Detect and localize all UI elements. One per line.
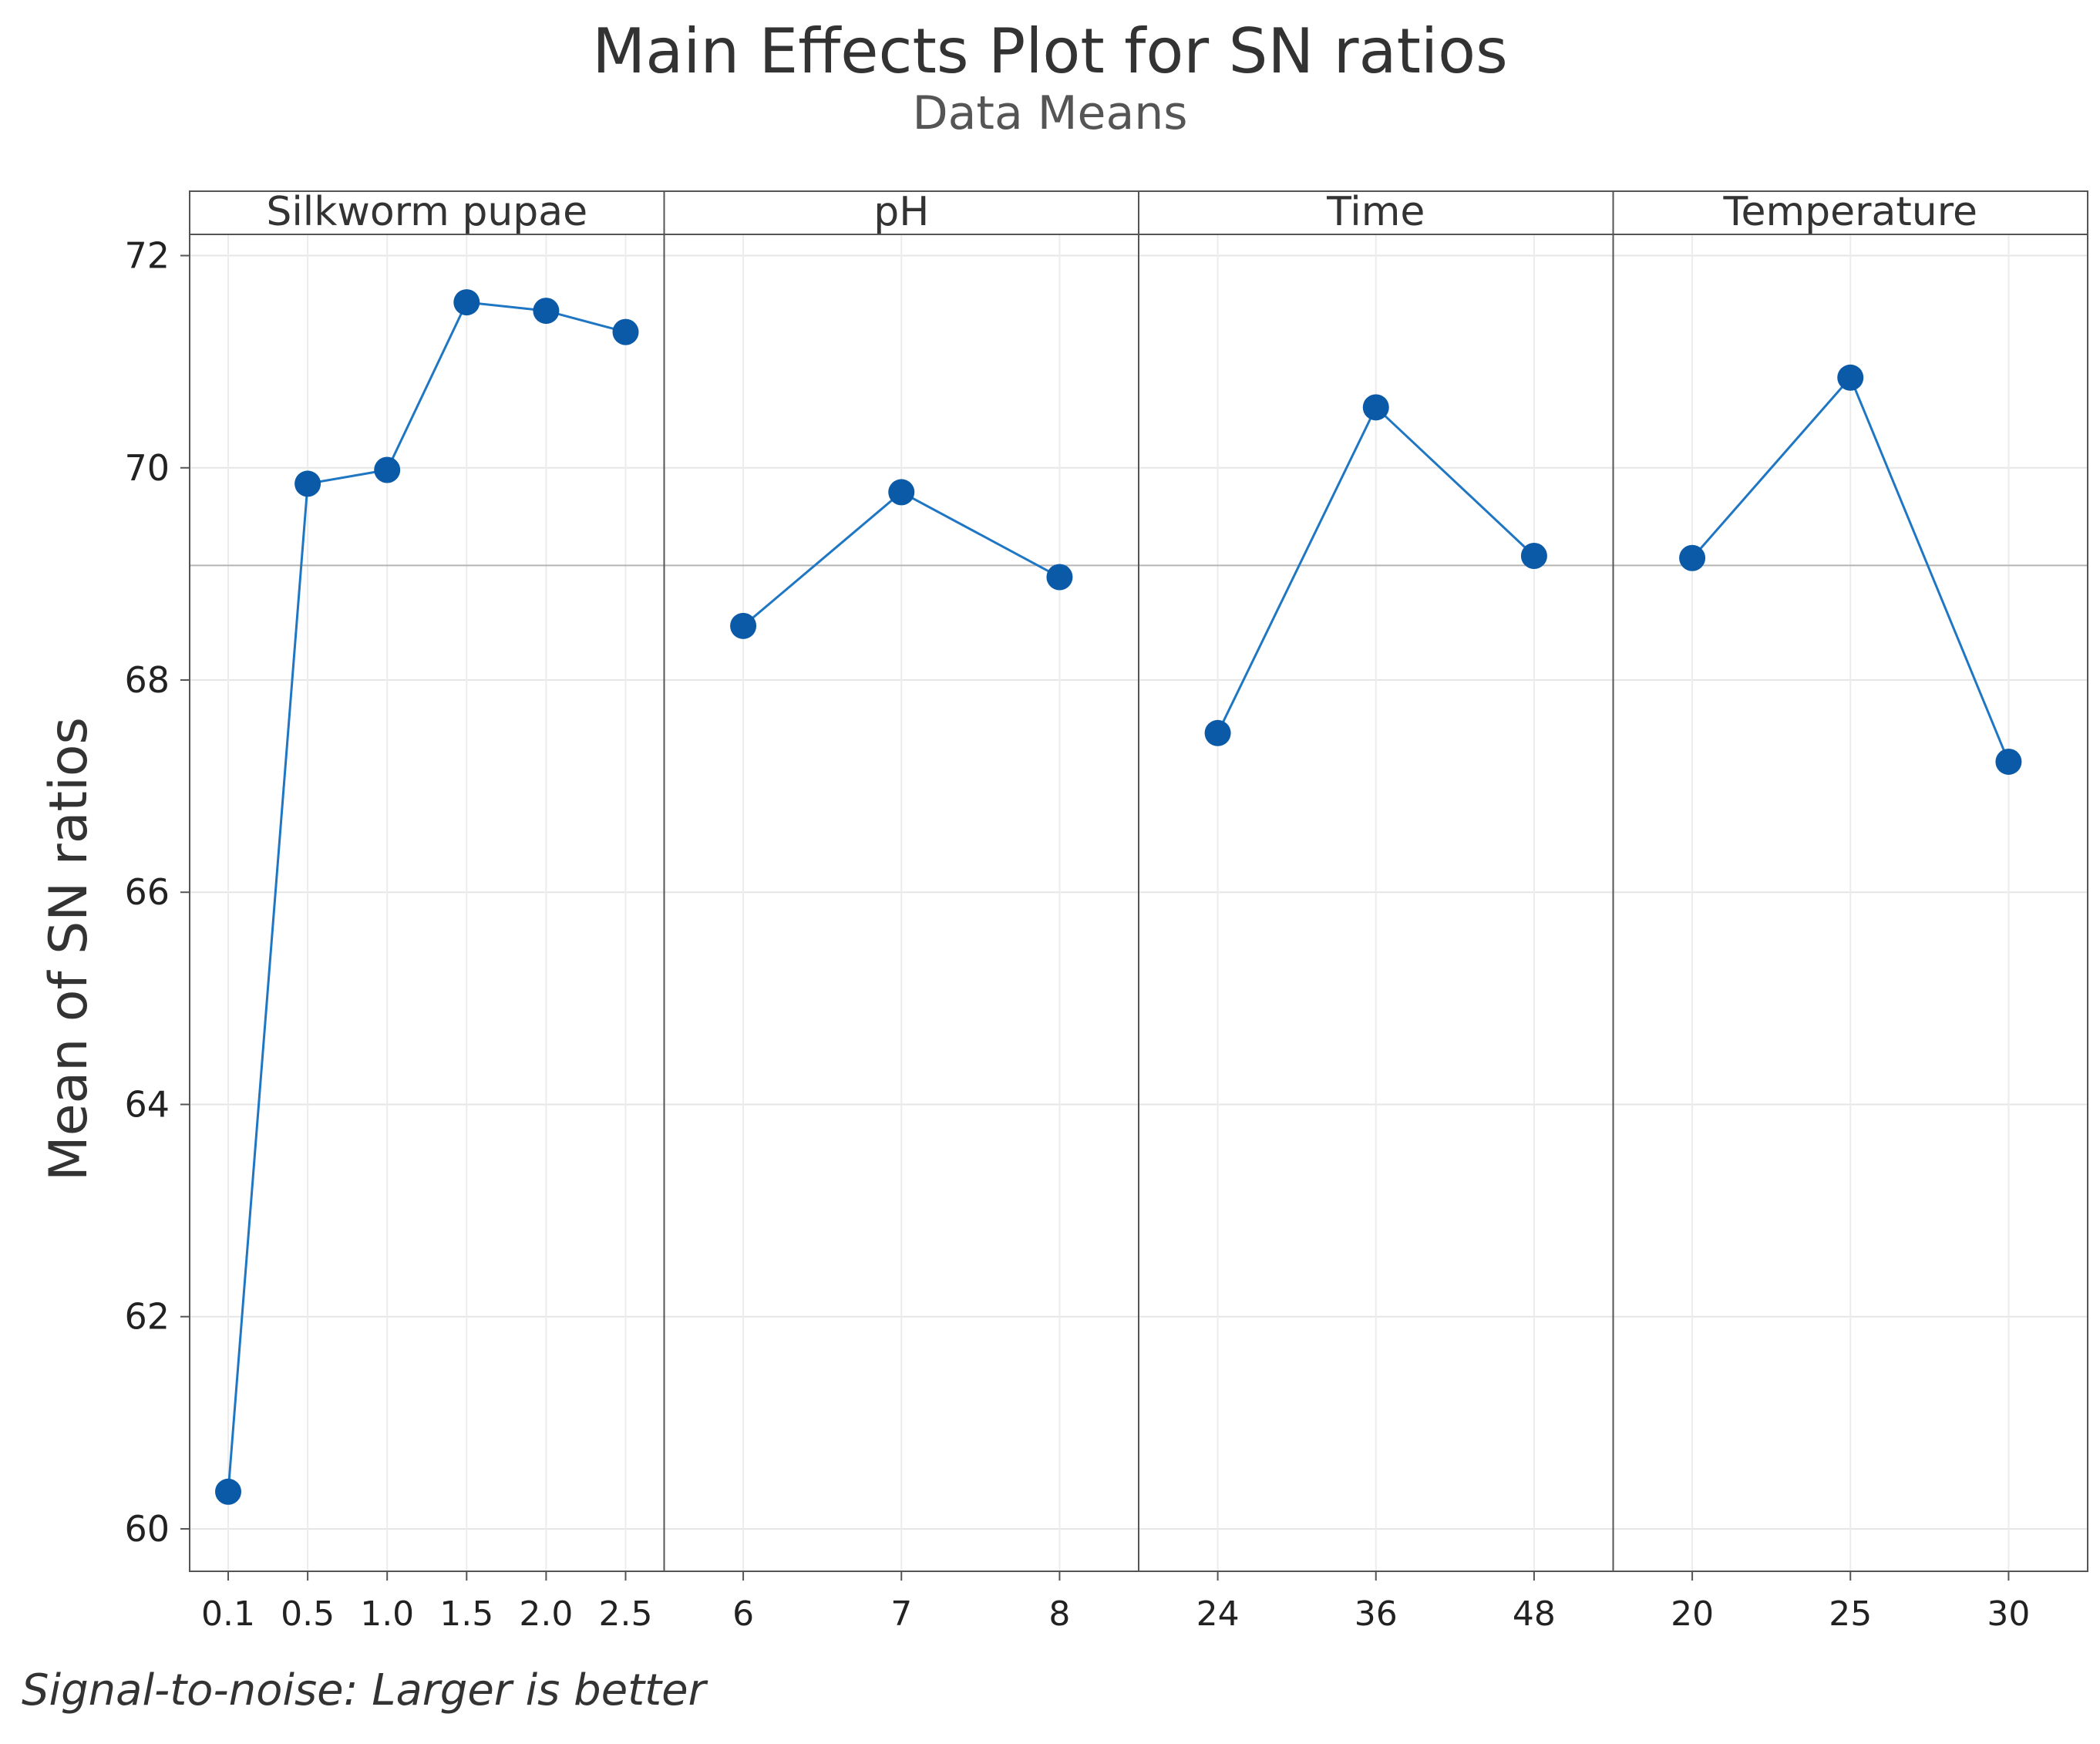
y-tick-label: 62 [124,1296,170,1338]
data-point [1520,542,1547,569]
y-tick-label: 70 [124,447,170,489]
x-tick-label: 30 [1987,1594,2030,1634]
data-point [1995,748,2022,775]
data-point [1046,564,1073,591]
x-tick-label: 36 [1355,1594,1398,1634]
panel-header-label: Temperature [1723,189,1977,235]
chart-subtitle: Data Means [912,86,1188,140]
panel-header-label: Silkworm pupae [266,189,587,235]
y-tick-label: 72 [124,235,170,277]
data-point [374,456,401,483]
footnote: Signal-to-noise: Larger is better [22,1665,706,1715]
data-point [215,1478,241,1505]
x-tick-label: 2.5 [599,1594,653,1634]
y-tick-label: 66 [124,871,170,913]
data-point [1837,364,1864,391]
x-tick-label: 24 [1196,1594,1240,1634]
x-tick-label: 7 [890,1594,912,1634]
x-tick-label: 1.5 [439,1594,493,1634]
x-tick-label: 8 [1048,1594,1070,1634]
x-tick-label: 48 [1513,1594,1556,1634]
x-tick-label: 6 [732,1594,754,1634]
x-tick-label: 2.0 [519,1594,573,1634]
data-point [1204,719,1231,746]
y-axis-label: Mean of SN ratios [39,717,99,1181]
data-point [453,289,480,316]
data-point [533,298,560,325]
x-tick-label: 1.0 [360,1594,414,1634]
x-tick-label: 0.5 [281,1594,335,1634]
y-tick-label: 64 [124,1083,170,1125]
data-point [1679,544,1706,571]
chart-title: Main Effects Plot for SN ratios [592,15,1508,87]
y-tick-label: 68 [124,659,170,701]
y-tick-label: 60 [124,1508,170,1550]
panel-header-box [1612,190,2088,235]
data-point [1362,394,1389,421]
data-point [730,612,757,639]
x-tick-label: 0.1 [201,1594,255,1634]
data-point [294,470,321,497]
panel-header-label: Time [1326,189,1425,235]
data-point [612,318,639,345]
series-line [227,301,626,1492]
panel-header-label: pH [873,189,929,235]
x-tick-label: 25 [1829,1594,1872,1634]
data-point [888,479,915,506]
x-tick-label: 20 [1671,1594,1714,1634]
